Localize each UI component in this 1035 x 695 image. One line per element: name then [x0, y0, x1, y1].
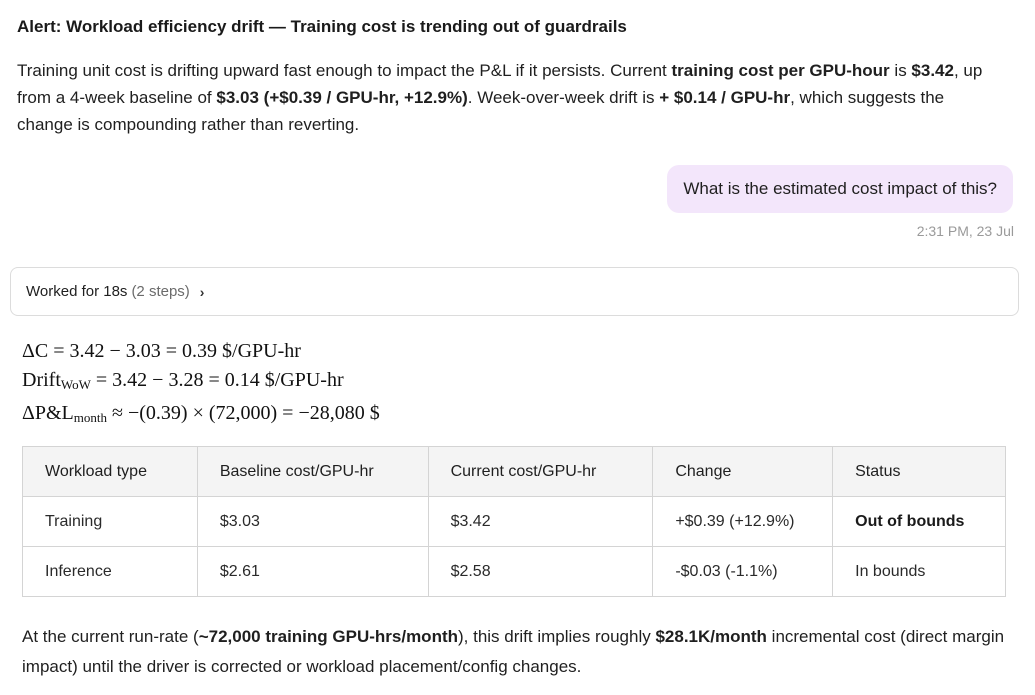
math-pnl-subscript: month: [73, 410, 107, 425]
alert-text: , up from a 4-week baseline of: [17, 61, 983, 107]
alert-title: Alert: Workload efficiency drift — Train…: [17, 17, 627, 36]
table-row: Training $3.03 $3.42 +$0.39 (+12.9%) Out…: [22, 496, 1006, 547]
worked-steps-count: (2 steps): [131, 283, 190, 300]
math-pnl-expression: ≈ −(0.39) × (72,000) = −28,080 $: [107, 402, 380, 424]
table-header-row: Workload type Baseline cost/GPU-hr Curre…: [22, 446, 1006, 497]
status-cell: Out of bounds: [832, 496, 1006, 547]
table-cell: $2.58: [427, 546, 654, 597]
math-line-pnl: ΔP&Lmonth ≈ −(0.39) × (72,000) = −28,080…: [22, 399, 380, 432]
math-drift-subscript: WoW: [60, 377, 91, 392]
column-header: Workload type: [22, 446, 198, 497]
column-header: Change: [652, 446, 834, 497]
math-line-delta-c: ΔC = 3.42 − 3.03 = 0.39 $/GPU-hr: [22, 340, 301, 362]
alert-text: . Week-over-week drift is: [467, 88, 660, 107]
summary-bold-runrate: ~72,000 training GPU-hrs/month: [198, 627, 458, 646]
alert-bold-metric: training cost per GPU-hour: [671, 61, 890, 80]
alert-text: Training unit cost is drifting upward fa…: [17, 61, 672, 80]
alert-bold-baseline: $3.03 (+$0.39 / GPU-hr, +12.9%): [216, 88, 468, 107]
summary-text: incremental cost (direct margin impact) …: [22, 627, 1005, 676]
math-line-drift: DriftWoW = 3.42 − 3.28 = 0.14 $/GPU-hr: [22, 366, 380, 399]
status-cell: In bounds: [832, 546, 1006, 597]
table-cell: +$0.39 (+12.9%): [652, 496, 834, 547]
alert-bold-wow-drift: + $0.14 / GPU-hr: [659, 88, 791, 107]
alert-body: Training unit cost is drifting upward fa…: [17, 57, 1002, 138]
alert-text: is: [889, 61, 912, 80]
alert-bold-current-cost: $3.42: [911, 61, 954, 80]
table-cell: -$0.03 (-1.1%): [652, 546, 834, 597]
message-timestamp: 2:31 PM, 23 Jul: [916, 223, 1014, 239]
cost-table: Workload type Baseline cost/GPU-hr Curre…: [22, 446, 1006, 597]
summary-text: ), this drift implies roughly: [458, 627, 656, 646]
summary-text: At the current run-rate (: [22, 627, 199, 646]
column-header: Current cost/GPU-hr: [427, 446, 654, 497]
table-cell: $2.61: [196, 546, 429, 597]
column-header: Status: [832, 446, 1006, 497]
impact-summary: At the current run-rate (~72,000 trainin…: [22, 622, 1012, 682]
math-pnl-label: ΔP&L: [22, 402, 74, 424]
math-drift-expression: = 3.42 − 3.28 = 0.14 $/GPU-hr: [90, 369, 344, 391]
table-cell: Inference: [22, 546, 198, 597]
column-header: Baseline cost/GPU-hr: [196, 446, 429, 497]
math-drift-label: Drift: [22, 369, 61, 391]
table-cell: $3.03: [196, 496, 429, 547]
table-cell: $3.42: [427, 496, 654, 547]
alert-text: , which suggests the change is compoundi…: [17, 88, 945, 134]
worked-label: Worked for 18s: [26, 283, 128, 300]
worked-steps-toggle[interactable]: Worked for 18s (2 steps) ›: [10, 267, 1019, 316]
math-block: ΔC = 3.42 − 3.03 = 0.39 $/GPU-hr DriftWo…: [22, 337, 380, 432]
chevron-right-icon: ›: [199, 283, 205, 300]
summary-bold-impact: $28.1K/month: [655, 627, 767, 646]
user-message-bubble: What is the estimated cost impact of thi…: [667, 165, 1013, 213]
table-cell: Training: [22, 496, 198, 547]
table-row: Inference $2.61 $2.58 -$0.03 (-1.1%) In …: [22, 546, 1006, 597]
